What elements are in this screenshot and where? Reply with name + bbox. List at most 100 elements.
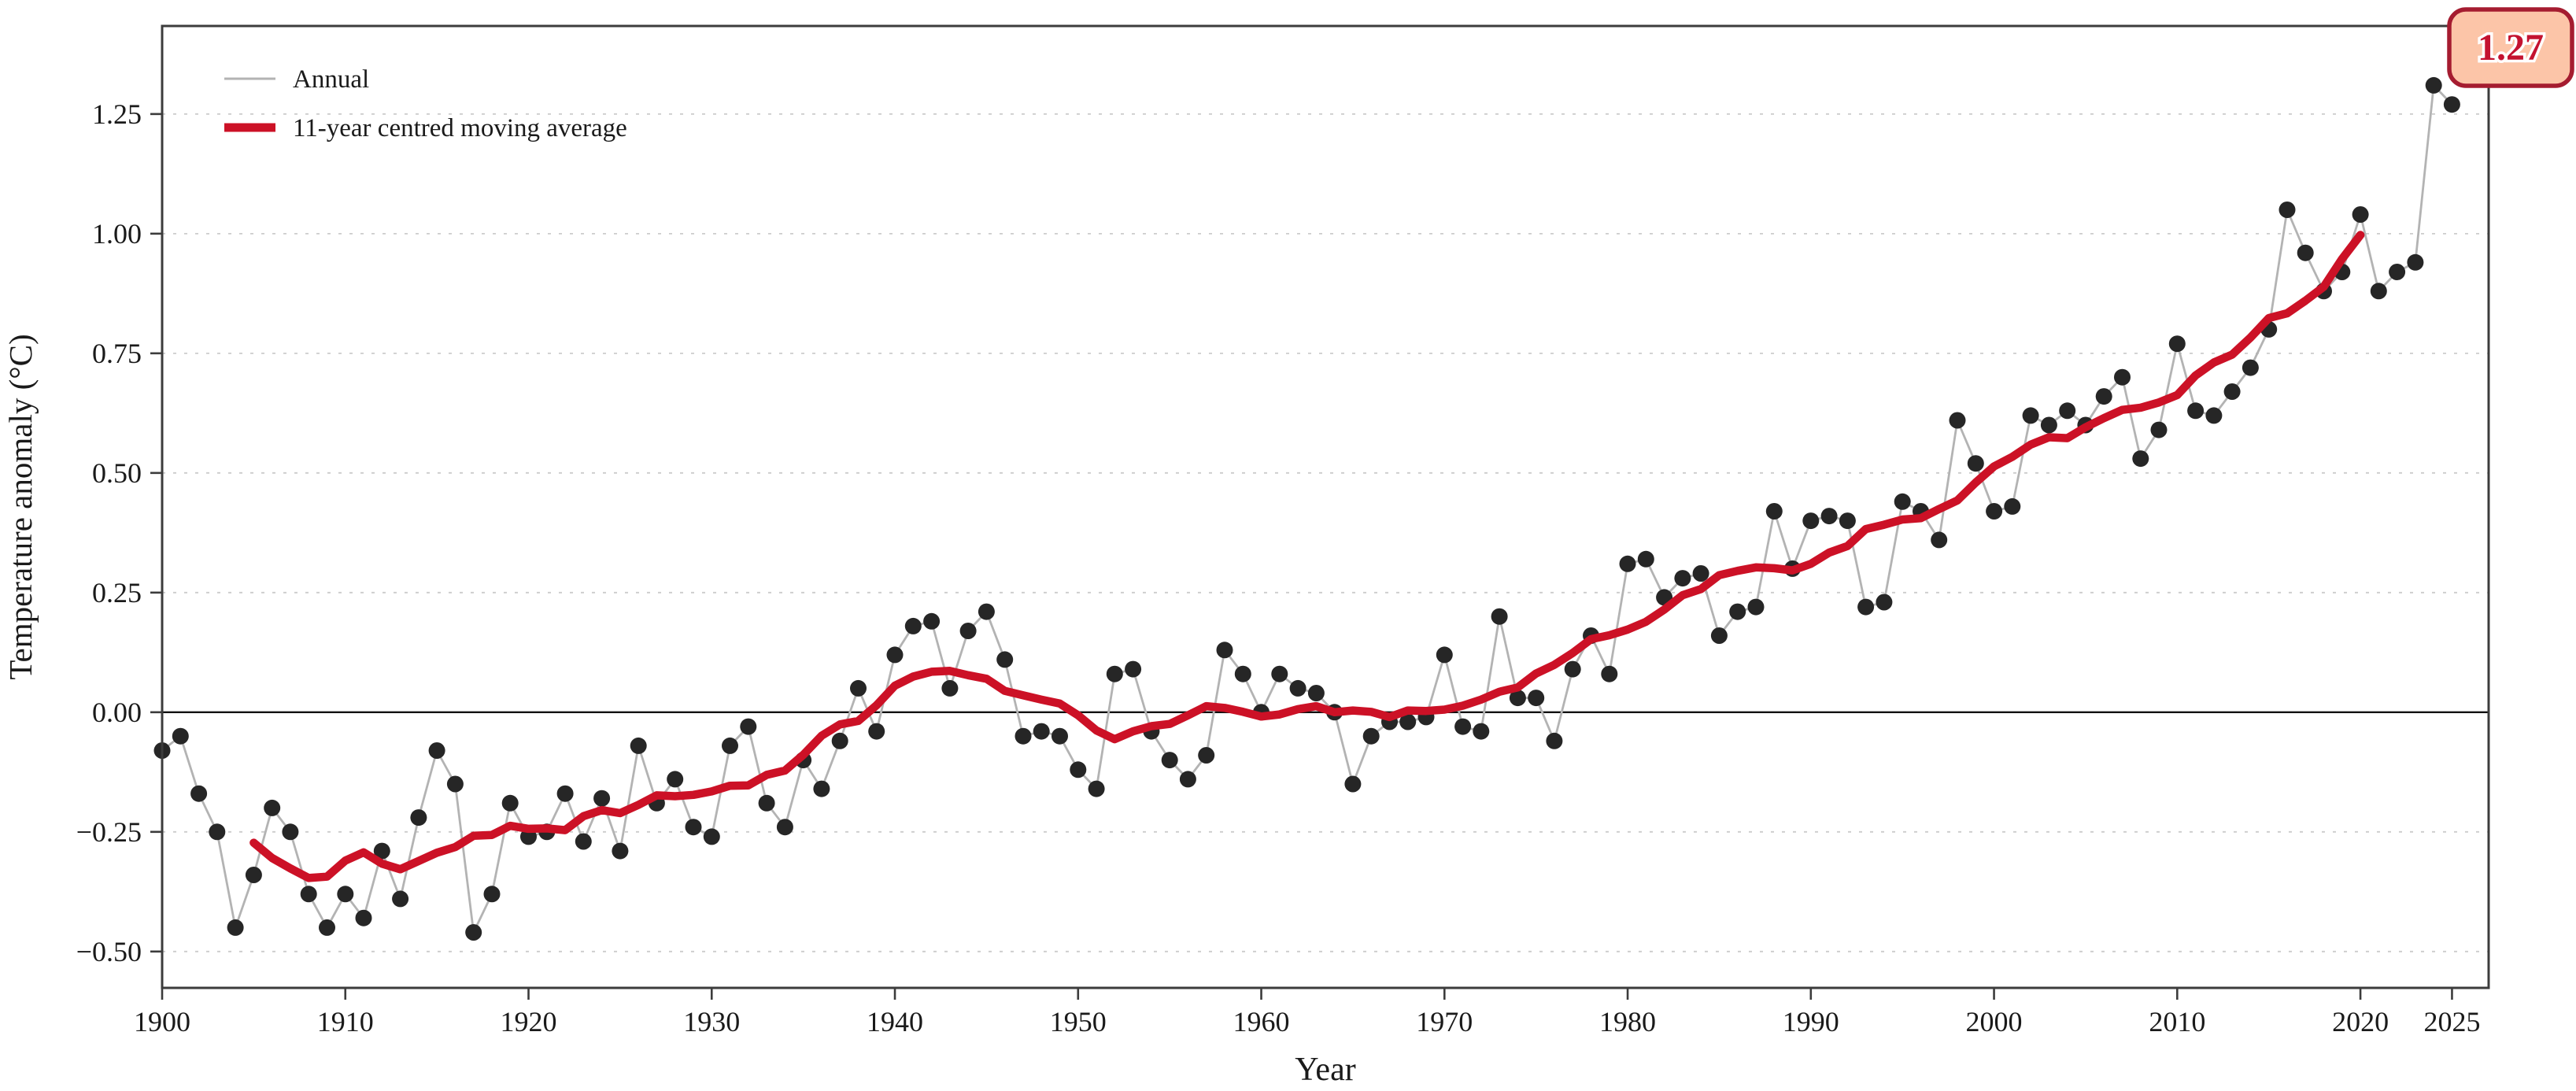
data-point-1976 (1546, 732, 1563, 749)
x-tick-label: 2000 (1966, 1006, 2023, 1037)
data-point-1926 (630, 737, 647, 754)
x-tick-label: 1900 (134, 1006, 190, 1037)
data-point-1981 (1637, 550, 1654, 568)
data-point-1913 (392, 890, 409, 908)
data-point-1999 (1967, 455, 1984, 472)
data-point-1959 (1234, 665, 1251, 682)
y-tick-label: 0.25 (92, 577, 142, 608)
data-point-1928 (667, 771, 684, 788)
data-point-1951 (1088, 780, 1105, 797)
y-tick-label: −0.50 (76, 936, 142, 967)
data-point-1911 (355, 909, 372, 926)
data-point-1994 (1876, 594, 1893, 611)
data-point-2014 (2242, 359, 2259, 376)
data-point-1974 (1509, 690, 1526, 707)
badge-value: 1.27 (2478, 27, 2544, 68)
data-point-1901 (172, 727, 189, 745)
data-point-2002 (2022, 407, 2039, 424)
data-point-2016 (2278, 202, 2296, 218)
data-point-1915 (428, 742, 445, 759)
y-tick-label: 0.50 (92, 457, 142, 489)
data-point-1990 (1802, 512, 1820, 530)
x-tick-label: 2020 (2332, 1006, 2389, 1037)
data-point-1936 (813, 780, 830, 797)
data-point-1917 (465, 924, 482, 941)
data-point-1986 (1729, 603, 1746, 620)
data-point-2024 (2425, 76, 2442, 94)
data-point-1985 (1710, 627, 1728, 644)
data-point-2004 (2059, 402, 2076, 420)
data-point-1966 (1362, 727, 1380, 745)
data-point-1980 (1619, 555, 1636, 572)
data-point-1908 (300, 886, 317, 903)
x-tick-label: 1970 (1416, 1006, 1473, 1037)
plot-frame (161, 24, 2490, 989)
data-point-1968 (1399, 713, 1417, 730)
axes: −0.50 −0.25 0.00 0.25 0.50 0.75 1.00 1.25 1900 19… (76, 24, 2490, 1037)
data-point-1948 (1033, 723, 1050, 740)
data-point-1962 (1289, 679, 1306, 697)
data-point-1992 (1839, 512, 1856, 530)
data-point-1944 (959, 623, 977, 639)
value-badge: 1.27 (2447, 7, 2574, 88)
data-point-1993 (1857, 598, 1875, 616)
data-point-1946 (996, 651, 1014, 668)
data-point-1970 (1436, 646, 1453, 664)
data-point-1904 (227, 919, 244, 936)
data-point-1957 (1198, 747, 1215, 764)
data-point-1914 (410, 809, 427, 827)
data-point-2003 (2040, 416, 2057, 434)
data-point-2013 (2223, 383, 2241, 400)
data-point-1940 (886, 646, 904, 664)
data-point-1930 (703, 828, 720, 845)
data-point-1991 (1820, 508, 1838, 525)
data-point-1931 (722, 737, 738, 754)
legend-moving-average-label: 11-year centred moving average (293, 114, 627, 142)
x-tick-label: 1910 (317, 1006, 374, 1037)
data-point-1943 (941, 679, 959, 697)
data-point-1905 (245, 867, 262, 883)
data-point-1983 (1674, 570, 1691, 587)
data-point-2025 (2443, 96, 2460, 113)
data-point-1910 (337, 886, 354, 903)
data-point-1907 (282, 823, 299, 841)
data-point-2001 (2004, 497, 2021, 515)
data-point-1922 (556, 785, 574, 802)
data-point-1973 (1491, 608, 1508, 625)
data-point-1979 (1601, 665, 1618, 682)
y-tick-label: 0.00 (92, 697, 142, 728)
value-badge-box (2447, 7, 2574, 88)
data-point-2023 (2407, 253, 2424, 271)
data-point-1941 (904, 617, 922, 634)
x-tick-label: 1990 (1783, 1006, 1839, 1037)
data-point-1975 (1528, 690, 1545, 707)
data-point-2006 (2095, 388, 2112, 405)
data-point-1947 (1015, 727, 1032, 745)
x-tick-label: 1920 (501, 1006, 557, 1037)
y-tick-label: 0.75 (92, 338, 142, 369)
data-point-1952 (1106, 665, 1123, 682)
data-point-1938 (850, 679, 867, 697)
data-point-1929 (685, 819, 702, 836)
data-point-1918 (483, 886, 501, 903)
data-point-1937 (831, 732, 848, 749)
x-tick-label: 1980 (1599, 1006, 1656, 1037)
data-point-1972 (1473, 723, 1490, 740)
data-point-1909 (319, 919, 335, 936)
data-point-1998 (1949, 412, 1966, 429)
y-axis-title: Temperature anomaly (°C) (2, 334, 39, 679)
data-point-1942 (923, 612, 941, 630)
series-layer (153, 76, 2460, 941)
data-point-1971 (1454, 718, 1472, 735)
data-point-1902 (190, 785, 208, 802)
data-point-1965 (1344, 775, 1362, 793)
x-axis-title: Year (1295, 1052, 1355, 1088)
data-point-2008 (2132, 450, 2149, 468)
data-point-2021 (2370, 283, 2387, 300)
data-point-1924 (593, 790, 611, 807)
x-tick-label: 2025 (2423, 1006, 2480, 1037)
data-point-1939 (868, 723, 885, 740)
data-point-1933 (758, 794, 775, 812)
data-point-1997 (1931, 531, 1948, 549)
y-tick-label: −0.25 (76, 816, 142, 848)
